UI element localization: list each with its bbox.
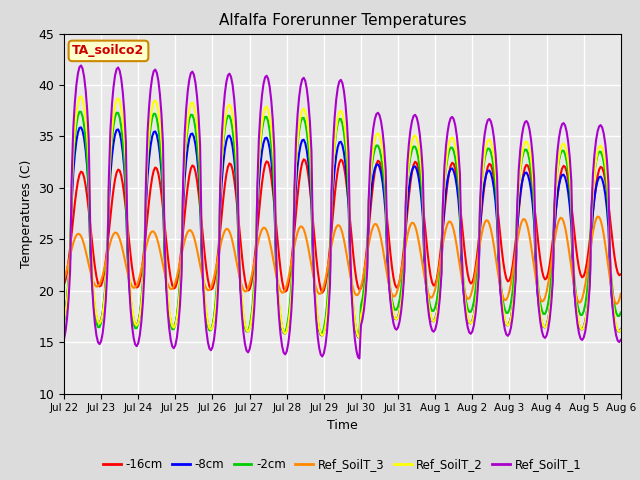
-16cm — [76, 172, 83, 178]
Ref_SoilT_2 — [380, 162, 388, 168]
-2cm — [76, 109, 83, 115]
-16cm — [399, 256, 406, 262]
-8cm — [399, 286, 406, 291]
Y-axis label: Temperatures (C): Temperatures (C) — [20, 159, 33, 268]
-2cm — [60, 319, 68, 324]
-8cm — [76, 125, 83, 131]
-16cm — [319, 290, 326, 296]
-16cm — [412, 159, 419, 165]
Ref_SoilT_2 — [399, 285, 406, 291]
-8cm — [356, 335, 364, 341]
-8cm — [165, 310, 173, 316]
Line: -16cm: -16cm — [64, 159, 621, 293]
Text: TA_soilco2: TA_soilco2 — [72, 44, 145, 58]
-2cm — [399, 271, 406, 277]
Ref_SoilT_1 — [399, 293, 406, 299]
-2cm — [165, 313, 173, 319]
-16cm — [164, 252, 172, 258]
Ref_SoilT_1 — [617, 337, 625, 343]
Ref_SoilT_2 — [60, 316, 68, 322]
Ref_SoilT_2 — [77, 94, 85, 99]
X-axis label: Time: Time — [327, 419, 358, 432]
Line: -2cm: -2cm — [64, 112, 621, 335]
-8cm — [380, 193, 388, 199]
Ref_SoilT_3 — [60, 276, 68, 282]
Legend: -16cm, -8cm, -2cm, Ref_SoilT_3, Ref_SoilT_2, Ref_SoilT_1: -16cm, -8cm, -2cm, Ref_SoilT_3, Ref_Soil… — [99, 454, 586, 476]
-2cm — [412, 144, 419, 150]
Ref_SoilT_3 — [612, 301, 620, 307]
-16cm — [60, 282, 68, 288]
Ref_SoilT_3 — [408, 220, 416, 226]
-2cm — [380, 179, 388, 185]
-8cm — [617, 326, 625, 332]
Ref_SoilT_3 — [377, 236, 385, 242]
Ref_SoilT_2 — [356, 335, 364, 341]
Ref_SoilT_1 — [380, 144, 388, 150]
Ref_SoilT_2 — [76, 95, 83, 101]
Ref_SoilT_1 — [412, 112, 419, 118]
-16cm — [552, 208, 559, 214]
Ref_SoilT_2 — [165, 307, 173, 312]
-16cm — [617, 271, 625, 277]
Ref_SoilT_3 — [76, 231, 83, 237]
Line: Ref_SoilT_1: Ref_SoilT_1 — [64, 65, 621, 359]
-2cm — [354, 332, 362, 337]
Line: -8cm: -8cm — [64, 127, 621, 338]
Ref_SoilT_3 — [164, 281, 172, 287]
Ref_SoilT_2 — [552, 185, 559, 191]
Ref_SoilT_3 — [396, 278, 403, 284]
Ref_SoilT_1 — [356, 356, 364, 361]
-16cm — [380, 186, 388, 192]
-8cm — [412, 164, 419, 169]
Ref_SoilT_1 — [165, 325, 173, 331]
Ref_SoilT_3 — [549, 250, 557, 255]
-8cm — [77, 124, 85, 130]
Line: Ref_SoilT_2: Ref_SoilT_2 — [64, 96, 621, 338]
Title: Alfalfa Forerunner Temperatures: Alfalfa Forerunner Temperatures — [219, 13, 466, 28]
-8cm — [552, 208, 559, 214]
Ref_SoilT_2 — [412, 132, 419, 138]
-2cm — [617, 310, 625, 315]
Ref_SoilT_1 — [552, 169, 559, 175]
-2cm — [77, 109, 85, 115]
Ref_SoilT_1 — [76, 64, 83, 70]
Ref_SoilT_1 — [77, 62, 85, 68]
Ref_SoilT_2 — [617, 327, 625, 333]
Ref_SoilT_1 — [60, 336, 68, 342]
-8cm — [60, 315, 68, 321]
Ref_SoilT_3 — [617, 291, 625, 297]
Line: Ref_SoilT_3: Ref_SoilT_3 — [64, 216, 621, 304]
-2cm — [552, 183, 559, 189]
Ref_SoilT_3 — [594, 214, 602, 219]
-16cm — [300, 156, 308, 162]
